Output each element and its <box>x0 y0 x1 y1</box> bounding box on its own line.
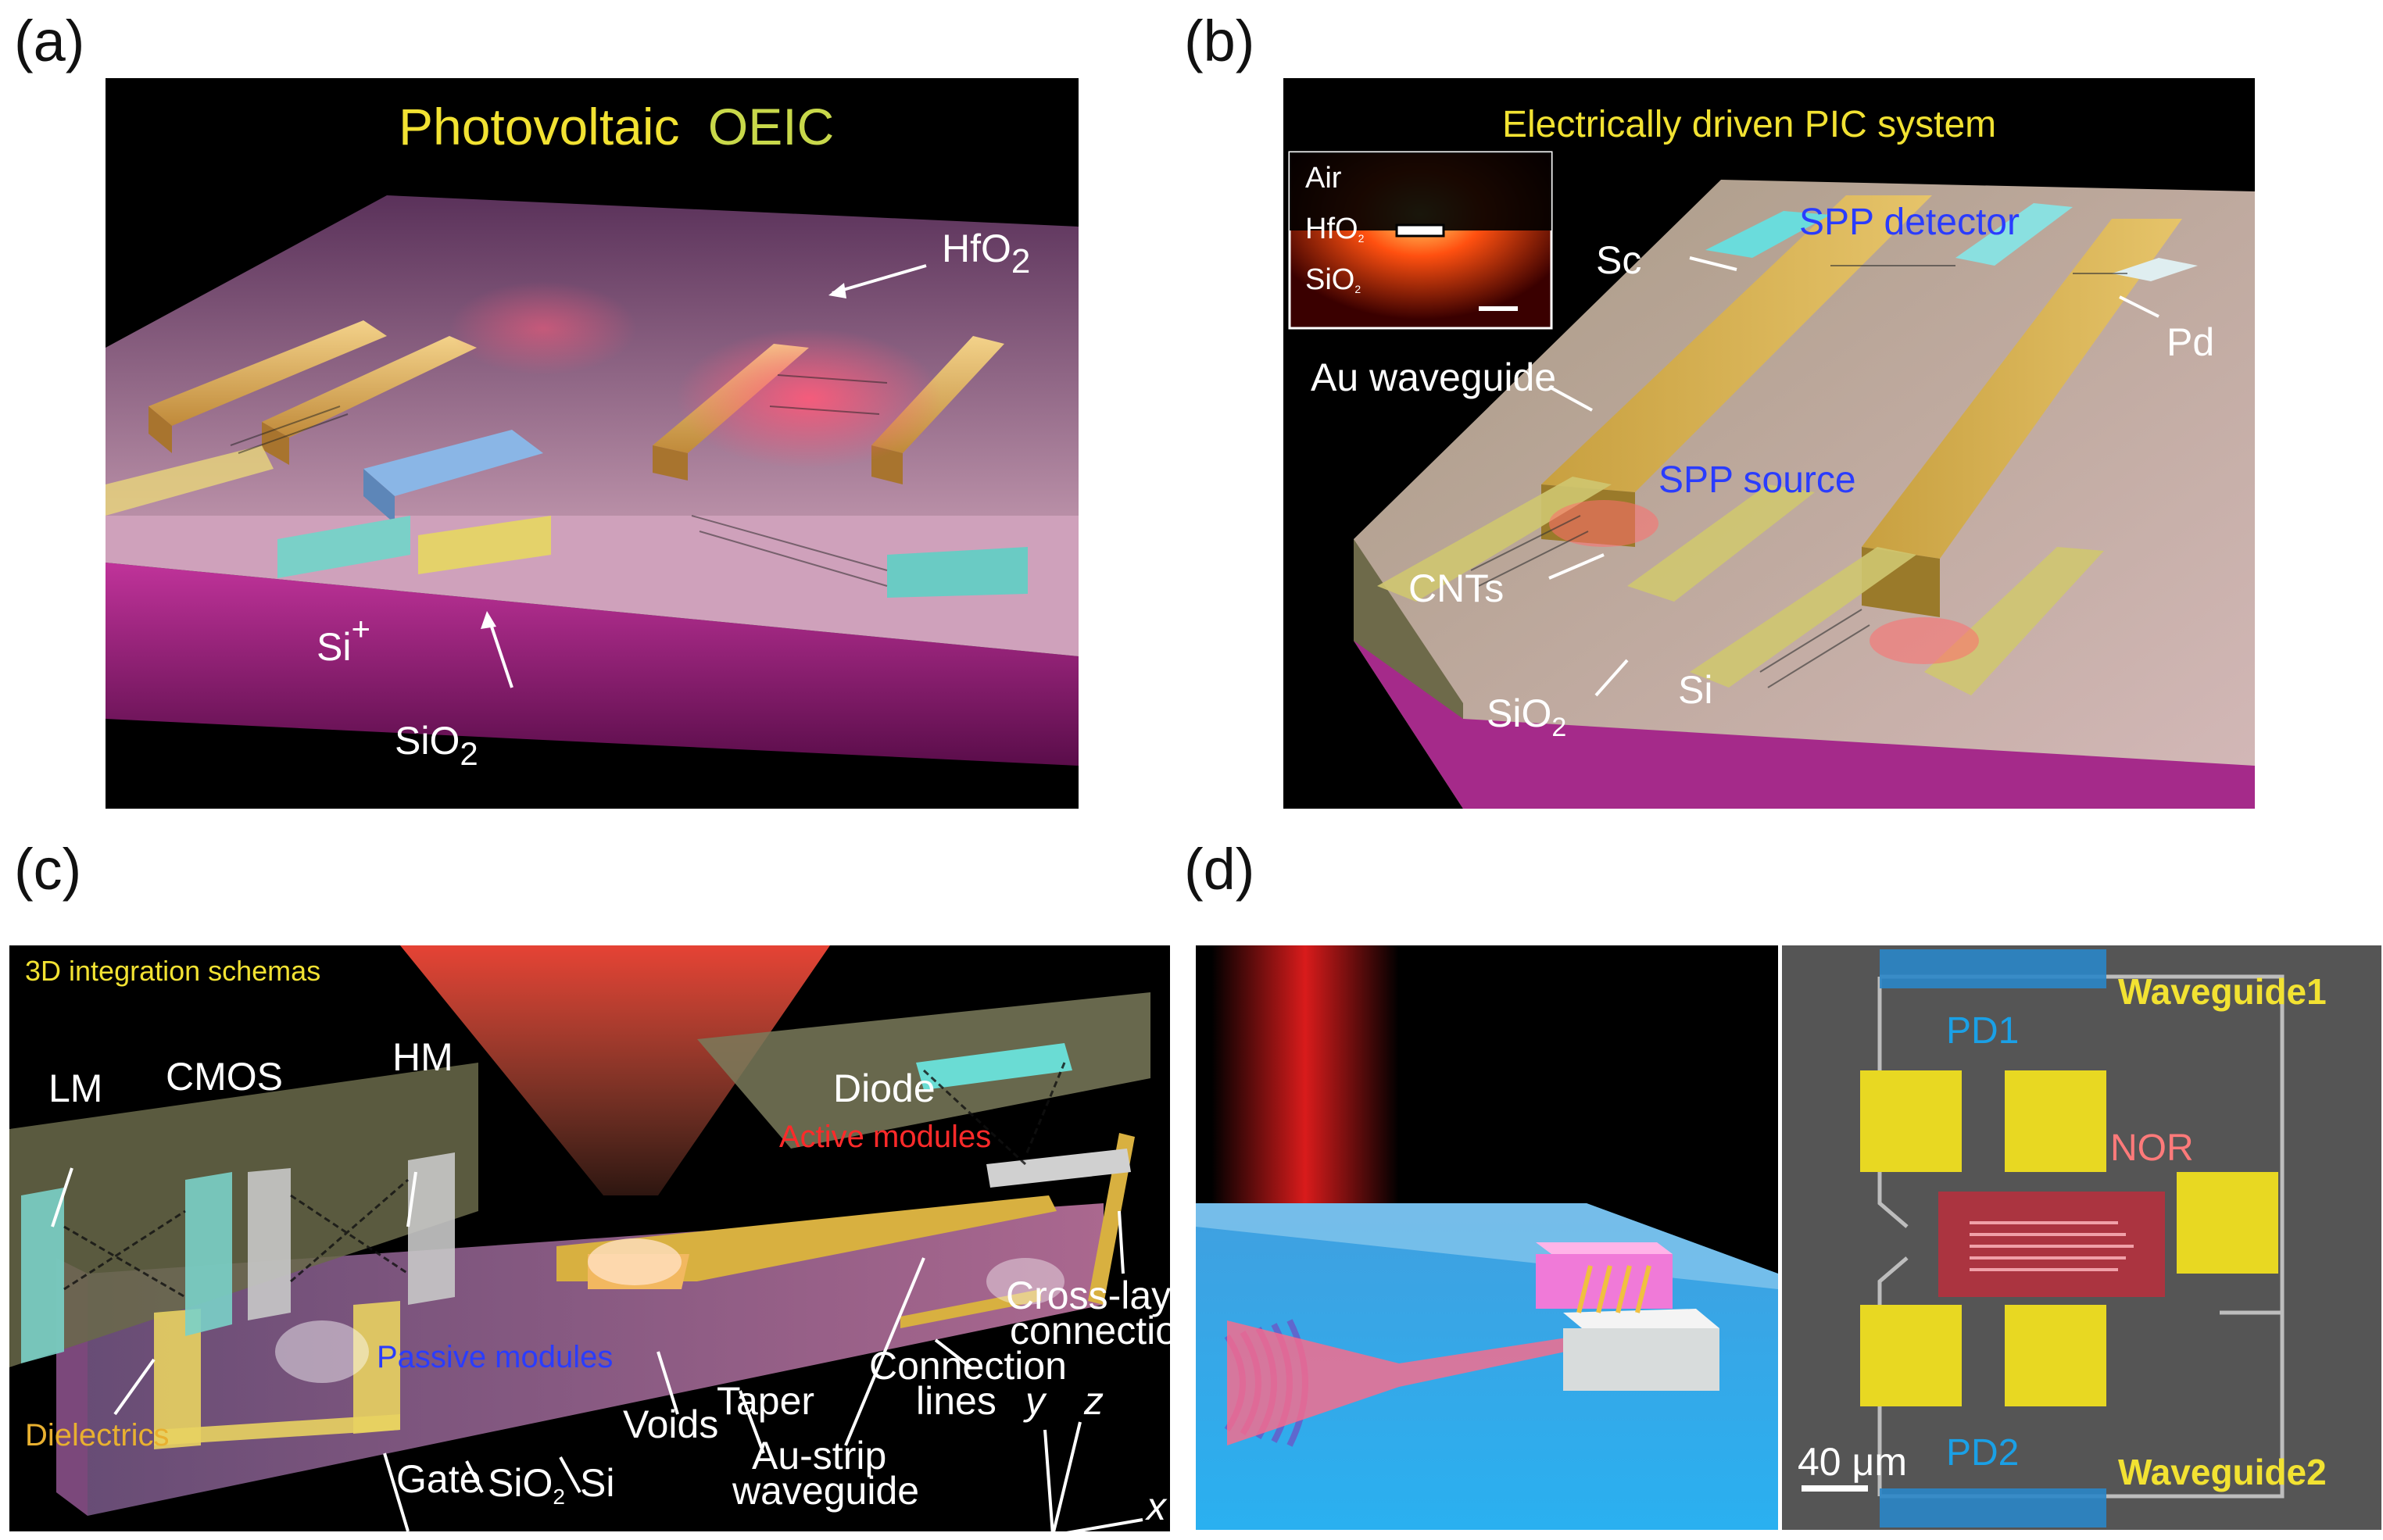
panel-c-label-voids: Voids <box>623 1402 718 1446</box>
panel-letter-b: (b) <box>1184 9 1255 73</box>
panel-b-label-sc: Sc <box>1596 238 1641 282</box>
panel-c-label-au-strip-1: Au-strip <box>752 1434 886 1477</box>
panel-c-label-cross-layer-1: Cross-layer <box>1006 1274 1170 1317</box>
panel-c-axis-y: y <box>1023 1379 1047 1423</box>
panel-a-label-si: Si <box>317 625 351 669</box>
panel-a-title-part2: OEIC <box>708 98 834 155</box>
panel-d-render <box>1196 945 1778 1530</box>
panel-c-label-cross-layer-2: connection <box>1010 1309 1170 1352</box>
panel-b-svg: Air HfO2 SiO2 Electrically driven PIC sy… <box>1288 104 2255 809</box>
panel-d-label-nor: NOR <box>2110 1127 2194 1169</box>
panel-b-label-sio2-sub: 2 <box>1551 713 1566 742</box>
panel-b-inset-sio2: SiO <box>1305 263 1354 296</box>
panel-d-label-waveguide2: Waveguide2 <box>2118 1452 2327 1492</box>
panel-b-title: Electrically driven PIC system <box>1502 104 1996 145</box>
panel-c-label-si: Si <box>580 1461 614 1505</box>
svg-text:SiO2: SiO2 <box>1305 263 1361 296</box>
panel-b-label-au-waveguide: Au waveguide <box>1311 356 1556 399</box>
panel-c-axis-x: x <box>1145 1485 1168 1528</box>
panel-c-label-active-modules: Active modules <box>779 1120 991 1154</box>
panel-b-label-spp-source: SPP source <box>1658 459 1856 501</box>
panel-a-label-si-sup: + <box>351 610 370 647</box>
panel-b-illustration: Air HfO2 SiO2 Electrically driven PIC sy… <box>1283 78 2255 809</box>
panel-c-label-passive-modules: Passive modules <box>377 1340 613 1374</box>
panel-a-label-hfo2: HfO <box>942 227 1011 270</box>
panel-b-inset-hfo2: HfO <box>1305 213 1358 245</box>
panel-b-inset-hfo2-sub: 2 <box>1358 232 1365 245</box>
panel-c-label-au-strip-2: waveguide <box>732 1469 919 1513</box>
panel-b-inset-air: Air <box>1305 162 1342 195</box>
panel-d-scale-label: 40 μm <box>1798 1440 1907 1484</box>
panel-c-label-diode: Diode <box>833 1067 936 1110</box>
panel-a-svg: Photovoltaic OEIC HfO2 Si+ SiO2 <box>106 98 1079 772</box>
panel-letter-a: (a) <box>14 9 85 73</box>
panel-d-sem: 40 μm PD1 PD2 Waveguide1 Waveguide2 NOR <box>1782 945 2381 1530</box>
panel-a-title-part1: Photovoltaic <box>399 98 680 155</box>
svg-text:Si+: Si+ <box>317 610 370 669</box>
panel-a-label-sio2: SiO <box>395 719 460 763</box>
panel-b-label-pd: Pd <box>2167 320 2214 364</box>
panel-b-label-cnts: CNTs <box>1408 566 1504 610</box>
panel-a-illustration: Photovoltaic OEIC HfO2 Si+ SiO2 <box>106 78 1079 809</box>
panel-d-label-pd2: PD2 <box>1946 1432 2019 1474</box>
panel-c-label-connection-2: lines <box>916 1379 996 1423</box>
panel-d-render-svg <box>1196 945 1778 1530</box>
svg-text:SiO2: SiO2 <box>1487 691 1566 742</box>
panel-c-label-dielectrics: Dielectrics <box>25 1418 169 1452</box>
panel-a-label-hfo2-sub: 2 <box>1011 242 1030 280</box>
panel-c-label-connection-1: Connection <box>869 1344 1067 1388</box>
panel-c-illustration: 3D integration schemas LM CMOS HM Diode … <box>9 945 1170 1531</box>
panel-letter-d: (d) <box>1184 837 1255 902</box>
panel-b-inset-sio2-sub: 2 <box>1354 283 1361 295</box>
svg-text:SiO2: SiO2 <box>488 1461 565 1509</box>
panel-c-label-lm: LM <box>48 1067 102 1110</box>
panel-c-label-gate: Gate <box>396 1457 481 1501</box>
panel-d-sem-svg: 40 μm PD1 PD2 Waveguide1 Waveguide2 NOR <box>1782 945 2381 1530</box>
panel-c-label-hm: HM <box>392 1035 453 1079</box>
panel-letter-c: (c) <box>14 837 82 902</box>
panel-c-label-cmos: CMOS <box>166 1055 283 1099</box>
panel-c-title: 3D integration schemas <box>25 955 320 987</box>
panel-b-label-si: Si <box>1678 668 1712 712</box>
panel-b-label-spp-detector: SPP detector <box>1799 202 2020 243</box>
panel-c-svg: 3D integration schemas LM CMOS HM Diode … <box>9 945 1170 1531</box>
panel-c-label-taper: Taper <box>717 1379 814 1423</box>
panel-c-label-sio2: SiO <box>488 1461 553 1505</box>
panel-b-label-sio2: SiO <box>1487 691 1551 735</box>
panel-a-label-sio2-sub: 2 <box>460 735 478 772</box>
panel-d-label-waveguide1: Waveguide1 <box>2118 971 2327 1012</box>
panel-c-label-sio2-sub: 2 <box>553 1485 565 1509</box>
panel-d-label-pd1: PD1 <box>1946 1010 2019 1052</box>
svg-text:SiO2: SiO2 <box>395 719 478 772</box>
svg-text:Photovoltaic OEIC: Photovoltaic OEIC <box>399 98 834 155</box>
panel-c-axis-z: z <box>1083 1379 1104 1423</box>
svg-text:HfO2: HfO2 <box>942 227 1030 280</box>
svg-text:HfO2: HfO2 <box>1305 213 1365 245</box>
